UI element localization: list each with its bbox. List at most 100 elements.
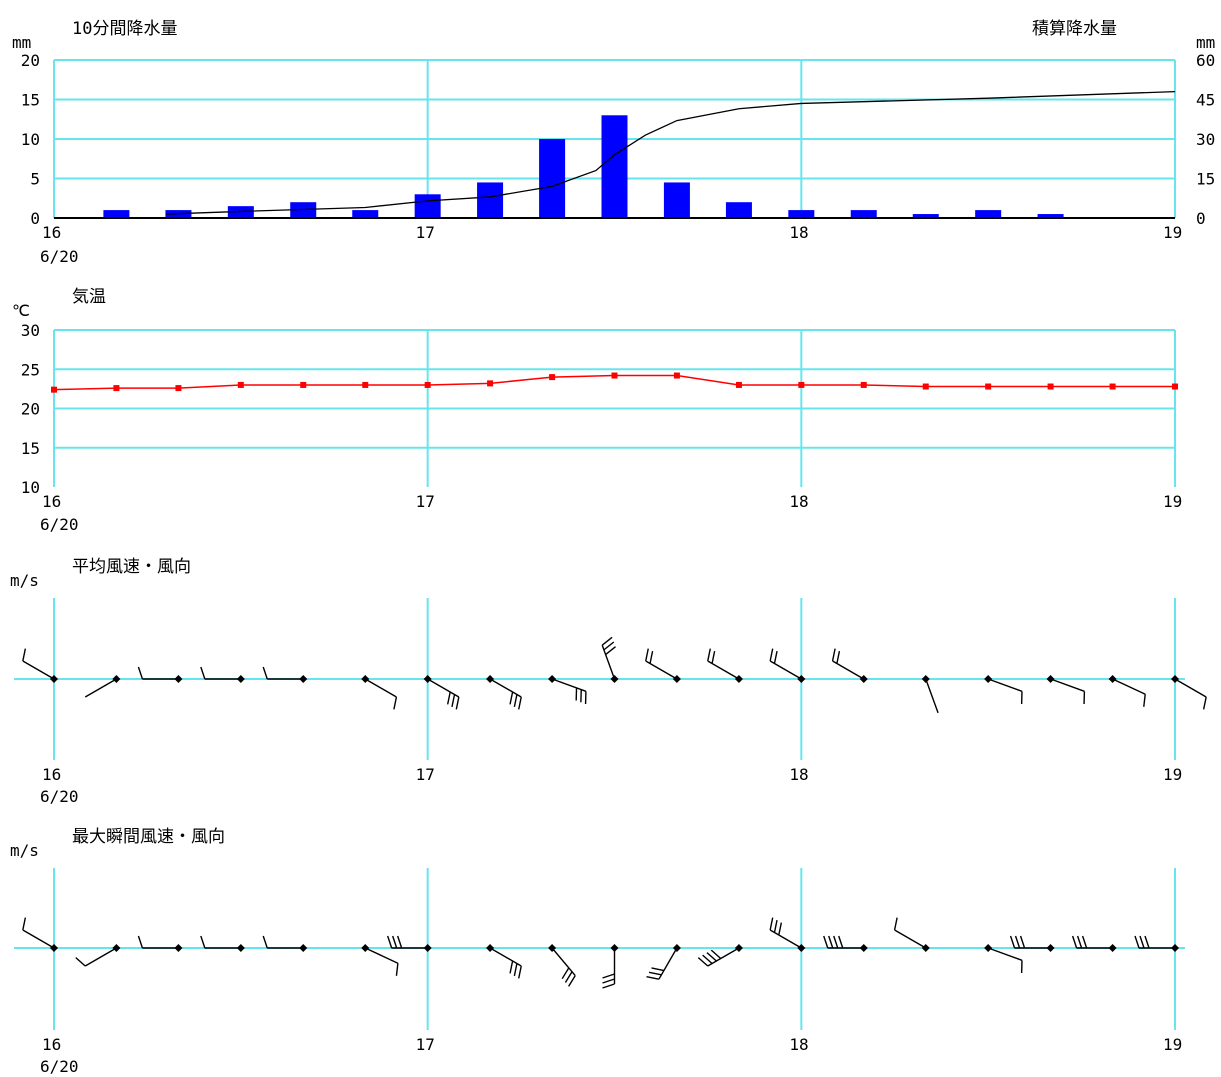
gust-wind-barb	[893, 917, 927, 949]
temp-y-tick-label: 10	[21, 478, 40, 497]
gust-unit: m/s	[10, 841, 39, 860]
rain-x-tick-label: 19	[1163, 223, 1182, 242]
wind-station-point	[1046, 675, 1055, 683]
gust-wind-barb	[200, 935, 241, 949]
rain-bar	[290, 202, 317, 218]
temperature-point	[1047, 383, 1054, 390]
cumulative-rain-line	[166, 90, 1176, 215]
wind-station-point	[672, 675, 681, 683]
temperature-point	[175, 385, 182, 392]
gust-wind-barb	[823, 935, 864, 949]
gust-wind-barb	[489, 947, 522, 979]
wind-x-tick-label: 19	[1163, 765, 1182, 784]
gust-station-point	[112, 944, 121, 952]
rain-y-tick-label: 10	[21, 130, 40, 149]
wind-station-point	[1108, 675, 1117, 683]
temp-date-label: 6/20	[40, 515, 79, 534]
temperature-point	[51, 386, 57, 393]
gust-date-label: 6/20	[40, 1057, 79, 1076]
cumulative-y-tick-label: 60	[1196, 51, 1215, 70]
gust-station-point	[859, 944, 868, 952]
rain-y-tick-label: 15	[21, 91, 40, 110]
temp-x-tick-label: 16	[42, 492, 61, 511]
wind-x-tick-label: 18	[789, 765, 808, 784]
wind-station-point	[361, 675, 370, 683]
gust-station-point	[984, 944, 993, 952]
gust-station-point	[50, 944, 58, 952]
gust-station-point	[548, 944, 557, 952]
temperature-point	[1172, 383, 1178, 390]
wind-station-point	[486, 675, 495, 683]
rain-bar	[227, 206, 254, 218]
gust-station-point	[299, 944, 308, 952]
cumulative-y-tick-label: 30	[1196, 130, 1215, 149]
gust-wind-barb	[387, 935, 428, 949]
gust-wind-barb	[1071, 935, 1113, 949]
temperature-point	[860, 381, 867, 388]
wind-wind-barb	[364, 678, 398, 710]
gust-x-tick-label: 17	[416, 1035, 435, 1054]
wind-station-point	[299, 675, 308, 683]
temperature-point	[735, 381, 742, 388]
wind-wind-barb	[137, 666, 179, 680]
gust-title: 最大瞬間風速・風向	[72, 827, 225, 847]
wind-station-point	[734, 675, 743, 683]
wind-x-tick-label: 17	[416, 765, 435, 784]
rain-bar	[975, 210, 1002, 218]
gust-station-point	[797, 944, 806, 952]
temperature-point	[673, 372, 680, 379]
wind-x-tick-label: 16	[42, 765, 61, 784]
wind-station-point	[610, 675, 619, 683]
wind-title: 平均風速・風向	[72, 557, 191, 577]
wind-station-point	[797, 675, 806, 683]
gust-station-point	[423, 944, 432, 952]
wind-wind-barb	[925, 678, 939, 714]
gust-station-point	[921, 944, 930, 952]
gust-x-tick-label: 19	[1163, 1035, 1182, 1054]
temp-y-tick-label: 30	[21, 321, 40, 340]
rain-bar	[850, 210, 877, 218]
gust-wind-barb	[646, 947, 678, 980]
temp-x-tick-label: 19	[1163, 492, 1182, 511]
temperature-point	[113, 385, 120, 392]
rain-left-title: 10分間降水量	[72, 19, 177, 39]
temp-y-tick-label: 20	[21, 400, 40, 419]
temp-y-tick-label: 15	[21, 439, 40, 458]
wind-wind-barb	[200, 666, 241, 680]
wind-wind-barb	[262, 666, 304, 680]
wind-station-point	[548, 675, 557, 683]
wind-station-point	[50, 675, 58, 683]
gust-wind-barb	[1009, 935, 1051, 949]
temp-x-tick-label: 17	[416, 492, 435, 511]
wind-wind-barb	[489, 678, 522, 710]
temp-y-tick-label: 25	[21, 360, 40, 379]
gust-station-point	[610, 944, 619, 952]
wind-wind-barb	[1112, 678, 1146, 707]
temperature-point	[798, 381, 805, 388]
rain-bar	[103, 210, 130, 218]
gust-station-point	[236, 944, 245, 952]
gust-station-point	[361, 944, 370, 952]
wind-date-label: 6/20	[40, 787, 79, 806]
rain-bar	[788, 210, 815, 218]
rain-left-unit: mm	[12, 33, 31, 52]
temp-x-tick-label: 18	[789, 492, 808, 511]
rain-y-tick-label: 5	[30, 170, 40, 189]
rain-right-title: 積算降水量	[1032, 19, 1117, 39]
wind-wind-barb	[22, 648, 55, 680]
temp-title: 気温	[72, 287, 106, 307]
wind-station-point	[236, 675, 245, 683]
gust-wind-barb	[22, 917, 55, 949]
gust-station-point	[1046, 944, 1055, 952]
gust-wind-barb	[551, 947, 576, 987]
wind-wind-barb	[601, 636, 616, 680]
temperature-point	[300, 381, 307, 388]
rain-bar	[539, 139, 566, 218]
temperature-point	[549, 374, 556, 381]
gust-wind-barb	[602, 948, 616, 989]
temperature-point	[424, 381, 431, 388]
rain-y-tick-label: 0	[30, 209, 40, 228]
rain-x-tick-label: 18	[789, 223, 808, 242]
wind-wind-barb	[769, 648, 802, 680]
